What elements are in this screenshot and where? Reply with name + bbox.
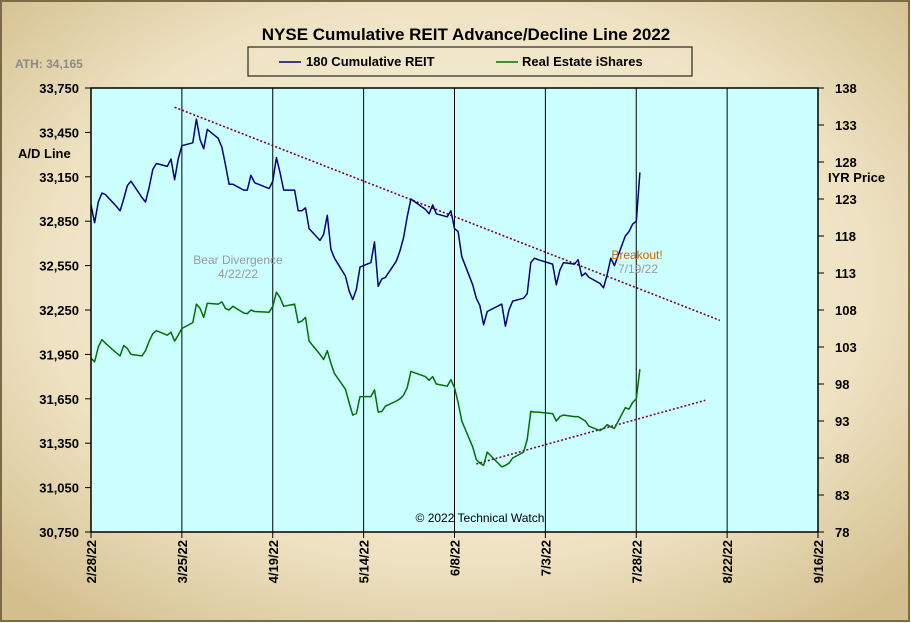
x-tick-label: 7/28/22 (629, 540, 644, 583)
x-tick-label: 5/14/22 (357, 540, 372, 583)
left-tick-label: 32,850 (39, 214, 79, 229)
left-tick-label: 33,750 (39, 81, 79, 96)
x-tick-label: 9/16/22 (811, 540, 826, 583)
resistance-trendline (174, 106, 721, 322)
right-tick-label: 118 (835, 229, 856, 244)
annotation-breakout: Breakout! (611, 248, 662, 262)
right-tick-label: 128 (835, 155, 857, 170)
annotation-bear-divergence: Bear Divergence (193, 253, 283, 267)
copyright: © 2022 Technical Watch (416, 511, 545, 525)
right-tick-label: 103 (835, 340, 857, 355)
x-tick-label: 8/22/22 (720, 540, 735, 583)
ad-line-series (90, 118, 641, 328)
left-axis: 33,750 33,450 33,150 32,850 32,550 32,250 31,9… (39, 81, 91, 540)
right-tick-label: 93 (835, 414, 849, 429)
left-tick-label: 30,750 (39, 525, 79, 540)
right-tick-label: 123 (835, 192, 857, 207)
right-tick-label: 88 (835, 451, 849, 466)
x-axis: 2/28/22 3/25/22 4/19/22 5/14/22 6/8/22 7/3/22… (84, 532, 826, 583)
right-tick-label: 108 (835, 303, 857, 318)
left-tick-label: 33,450 (39, 125, 79, 140)
ath-label: ATH: 34,165 (15, 57, 83, 71)
series-lines (90, 118, 641, 468)
left-tick-label: 31,650 (39, 392, 79, 407)
left-tick-label: 31,350 (39, 436, 79, 451)
annotation-breakout-date: 7/19/22 (618, 262, 658, 276)
right-tick-label: 113 (835, 266, 856, 281)
x-tick-label: 3/25/22 (175, 540, 190, 583)
right-tick-label: 133 (835, 118, 857, 133)
annotation-bear-divergence-date: 4/22/22 (218, 267, 258, 281)
legend: 180 Cumulative REIT Real Estate iShares (247, 46, 693, 77)
left-tick-label: 32,250 (39, 303, 79, 318)
right-axis: 138 133 128 123 118 113 108 103 98 93 88 83 78 (818, 81, 857, 540)
right-tick-label: 98 (835, 377, 849, 392)
gridlines (181, 88, 728, 532)
left-tick-label: 31,950 (39, 347, 79, 362)
right-tick-label: 138 (835, 81, 857, 96)
left-tick-label: 32,550 (39, 259, 79, 274)
x-tick-label: 4/19/22 (266, 540, 281, 583)
left-axis-title: A/D Line (18, 146, 71, 161)
left-tick-label: 31,050 (39, 481, 79, 496)
legend-label-ad: 180 Cumulative REIT (306, 54, 435, 69)
left-tick-label: 33,150 (39, 170, 79, 185)
legend-label-iyr: Real Estate iShares (522, 54, 643, 69)
iyr-price-series (90, 291, 641, 468)
right-tick-label: 78 (835, 525, 849, 540)
x-tick-label: 2/28/22 (84, 540, 99, 583)
right-axis-title: IYR Price (828, 170, 885, 185)
x-tick-label: 7/3/22 (538, 540, 553, 576)
trendlines (174, 106, 721, 465)
chart-title: NYSE Cumulative REIT Advance/Decline Lin… (262, 25, 670, 44)
x-tick-label: 6/8/22 (448, 540, 463, 576)
right-tick-label: 83 (835, 488, 849, 503)
